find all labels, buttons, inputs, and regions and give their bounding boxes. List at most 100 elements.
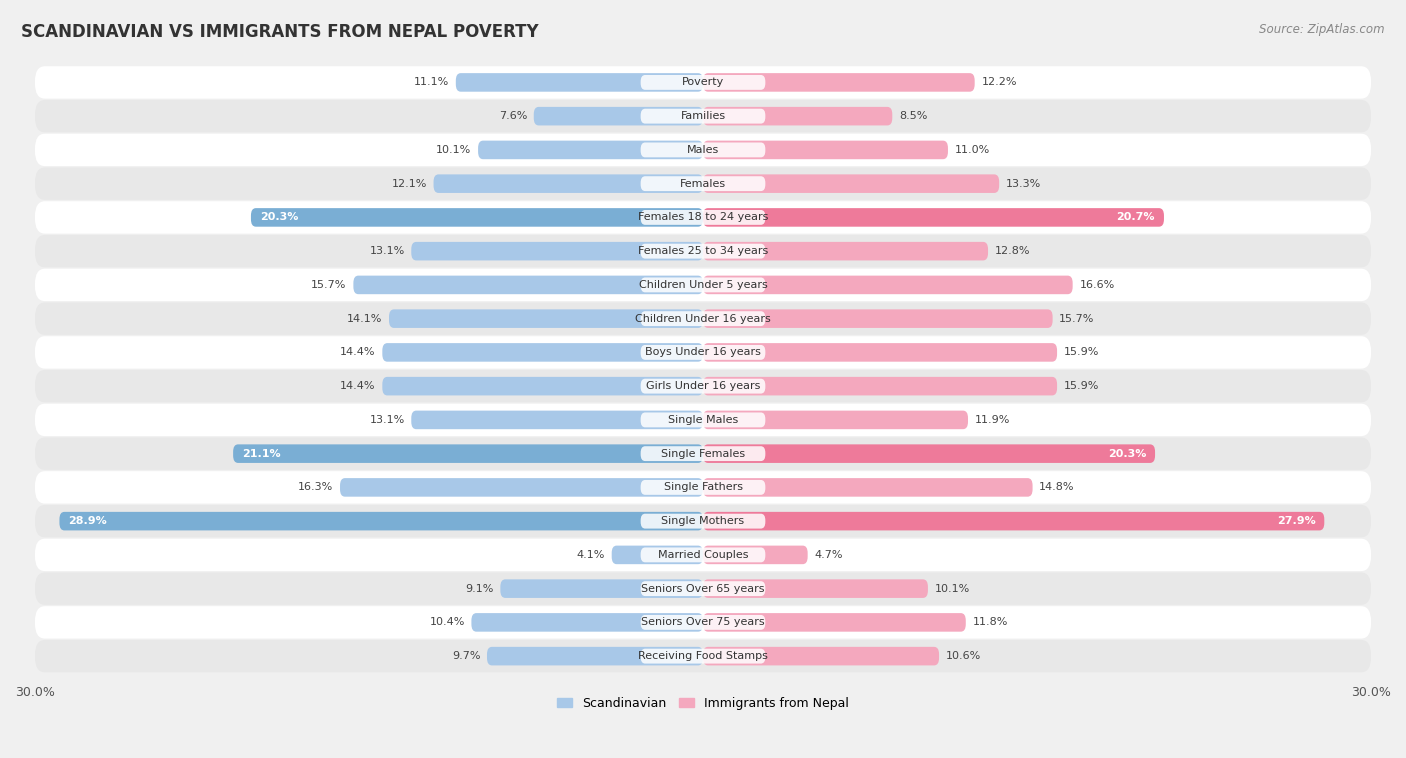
Text: 15.9%: 15.9%	[1064, 381, 1099, 391]
FancyBboxPatch shape	[35, 606, 1371, 638]
Text: 14.1%: 14.1%	[347, 314, 382, 324]
FancyBboxPatch shape	[35, 505, 1371, 537]
FancyBboxPatch shape	[703, 141, 948, 159]
FancyBboxPatch shape	[703, 174, 1000, 193]
FancyBboxPatch shape	[703, 478, 1032, 496]
FancyBboxPatch shape	[703, 444, 1156, 463]
FancyBboxPatch shape	[641, 379, 765, 393]
FancyBboxPatch shape	[641, 108, 765, 124]
FancyBboxPatch shape	[641, 514, 765, 528]
Text: 15.7%: 15.7%	[311, 280, 347, 290]
Text: SCANDINAVIAN VS IMMIGRANTS FROM NEPAL POVERTY: SCANDINAVIAN VS IMMIGRANTS FROM NEPAL PO…	[21, 23, 538, 41]
FancyBboxPatch shape	[471, 613, 703, 631]
Text: Males: Males	[688, 145, 718, 155]
Text: 14.8%: 14.8%	[1039, 482, 1074, 493]
Text: 27.9%: 27.9%	[1277, 516, 1316, 526]
Text: 15.9%: 15.9%	[1064, 347, 1099, 358]
FancyBboxPatch shape	[35, 572, 1371, 605]
FancyBboxPatch shape	[703, 411, 967, 429]
Text: 8.5%: 8.5%	[898, 111, 928, 121]
Text: Seniors Over 65 years: Seniors Over 65 years	[641, 584, 765, 594]
Text: 10.4%: 10.4%	[429, 617, 465, 628]
FancyBboxPatch shape	[35, 302, 1371, 335]
FancyBboxPatch shape	[35, 268, 1371, 301]
FancyBboxPatch shape	[35, 337, 1371, 368]
Text: Families: Families	[681, 111, 725, 121]
Text: 13.1%: 13.1%	[370, 246, 405, 256]
FancyBboxPatch shape	[250, 208, 703, 227]
FancyBboxPatch shape	[35, 471, 1371, 503]
Text: 16.6%: 16.6%	[1080, 280, 1115, 290]
FancyBboxPatch shape	[35, 66, 1371, 99]
FancyBboxPatch shape	[703, 512, 1324, 531]
Text: 11.1%: 11.1%	[413, 77, 449, 87]
FancyBboxPatch shape	[35, 640, 1371, 672]
Text: Boys Under 16 years: Boys Under 16 years	[645, 347, 761, 358]
Text: Single Females: Single Females	[661, 449, 745, 459]
FancyBboxPatch shape	[389, 309, 703, 328]
Text: 9.1%: 9.1%	[465, 584, 494, 594]
FancyBboxPatch shape	[35, 437, 1371, 470]
Text: Girls Under 16 years: Girls Under 16 years	[645, 381, 761, 391]
FancyBboxPatch shape	[456, 73, 703, 92]
Text: Source: ZipAtlas.com: Source: ZipAtlas.com	[1260, 23, 1385, 36]
FancyBboxPatch shape	[35, 404, 1371, 436]
Text: Single Males: Single Males	[668, 415, 738, 425]
FancyBboxPatch shape	[35, 168, 1371, 200]
FancyBboxPatch shape	[703, 276, 1073, 294]
FancyBboxPatch shape	[641, 547, 765, 562]
Text: 28.9%: 28.9%	[69, 516, 107, 526]
FancyBboxPatch shape	[703, 613, 966, 631]
FancyBboxPatch shape	[486, 647, 703, 666]
FancyBboxPatch shape	[35, 539, 1371, 571]
Text: 20.7%: 20.7%	[1116, 212, 1156, 222]
FancyBboxPatch shape	[703, 647, 939, 666]
Text: 10.1%: 10.1%	[935, 584, 970, 594]
FancyBboxPatch shape	[641, 210, 765, 225]
Text: Females: Females	[681, 179, 725, 189]
Text: 12.2%: 12.2%	[981, 77, 1017, 87]
FancyBboxPatch shape	[35, 201, 1371, 233]
FancyBboxPatch shape	[641, 143, 765, 158]
Text: Single Fathers: Single Fathers	[664, 482, 742, 493]
Legend: Scandinavian, Immigrants from Nepal: Scandinavian, Immigrants from Nepal	[553, 692, 853, 715]
Text: 20.3%: 20.3%	[260, 212, 298, 222]
Text: 12.8%: 12.8%	[994, 246, 1031, 256]
FancyBboxPatch shape	[353, 276, 703, 294]
Text: Receiving Food Stamps: Receiving Food Stamps	[638, 651, 768, 661]
FancyBboxPatch shape	[478, 141, 703, 159]
FancyBboxPatch shape	[59, 512, 703, 531]
FancyBboxPatch shape	[501, 579, 703, 598]
FancyBboxPatch shape	[233, 444, 703, 463]
FancyBboxPatch shape	[433, 174, 703, 193]
FancyBboxPatch shape	[35, 235, 1371, 268]
FancyBboxPatch shape	[641, 345, 765, 360]
Text: 13.1%: 13.1%	[370, 415, 405, 425]
FancyBboxPatch shape	[641, 615, 765, 630]
FancyBboxPatch shape	[641, 412, 765, 428]
FancyBboxPatch shape	[641, 581, 765, 596]
FancyBboxPatch shape	[641, 446, 765, 461]
FancyBboxPatch shape	[641, 649, 765, 663]
FancyBboxPatch shape	[612, 546, 703, 564]
FancyBboxPatch shape	[340, 478, 703, 496]
Text: Single Mothers: Single Mothers	[661, 516, 745, 526]
Text: 13.3%: 13.3%	[1005, 179, 1040, 189]
Text: 12.1%: 12.1%	[391, 179, 427, 189]
FancyBboxPatch shape	[703, 73, 974, 92]
FancyBboxPatch shape	[641, 244, 765, 258]
Text: Seniors Over 75 years: Seniors Over 75 years	[641, 617, 765, 628]
Text: 11.0%: 11.0%	[955, 145, 990, 155]
FancyBboxPatch shape	[703, 208, 1164, 227]
Text: 14.4%: 14.4%	[340, 347, 375, 358]
Text: 21.1%: 21.1%	[242, 449, 281, 459]
Text: 11.8%: 11.8%	[973, 617, 1008, 628]
Text: Females 25 to 34 years: Females 25 to 34 years	[638, 246, 768, 256]
FancyBboxPatch shape	[35, 100, 1371, 133]
Text: 20.3%: 20.3%	[1108, 449, 1146, 459]
FancyBboxPatch shape	[382, 377, 703, 396]
FancyBboxPatch shape	[641, 75, 765, 90]
FancyBboxPatch shape	[703, 546, 807, 564]
FancyBboxPatch shape	[703, 343, 1057, 362]
Text: Females 18 to 24 years: Females 18 to 24 years	[638, 212, 768, 222]
